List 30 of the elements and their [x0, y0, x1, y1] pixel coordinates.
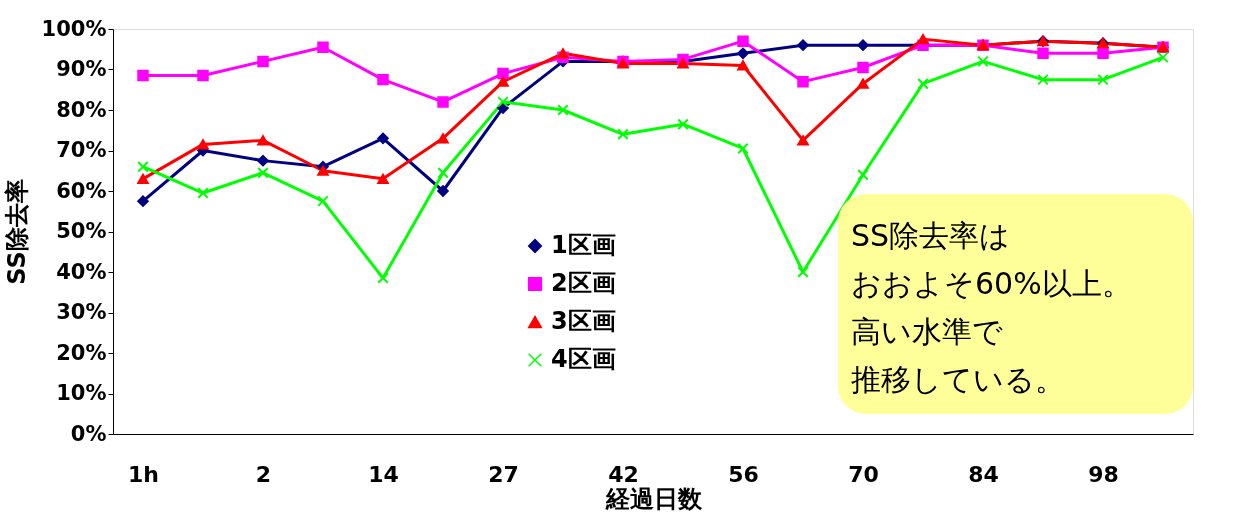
x-tick-label: 27 [488, 461, 519, 487]
legend-label: 4区画 [551, 345, 616, 373]
annotation: おおよそ60%以上。 [851, 266, 1132, 301]
x-tick-label: 1h [128, 461, 159, 487]
y-tick-label: 30% [56, 300, 107, 324]
y-tick-label: 0% [70, 421, 107, 446]
y-tick-label: 80% [56, 97, 107, 122]
y-tick-label: 10% [56, 381, 107, 405]
y-tick-label: 20% [56, 340, 107, 365]
legend-label: 3区画 [551, 307, 616, 335]
y-tick-label: 70% [56, 138, 107, 162]
x-tick-label: 98 [1088, 461, 1119, 487]
y-axis-title: SS除去率 [2, 179, 31, 285]
legend-label: 2区画 [551, 269, 616, 297]
annotation: SS除去率は [851, 218, 1011, 253]
x-tick-label: 42 [608, 461, 639, 487]
y-tick-label: 60% [56, 178, 107, 203]
x-axis-title: 経過日数 [604, 484, 703, 513]
x-tick-label: 56 [728, 461, 759, 487]
x-tick-label: 2 [255, 461, 272, 487]
x-tick-label: 14 [368, 461, 399, 487]
y-tick-label: 40% [56, 259, 107, 284]
legend-label: 1区画 [551, 231, 616, 259]
annotation: 高い水準で [851, 314, 1003, 349]
x-tick-label: 70 [848, 461, 879, 487]
x-tick-label: 84 [968, 461, 999, 487]
y-tick-label: 100% [41, 16, 107, 41]
annotation: 推移している。 [851, 362, 1065, 397]
y-tick-label: 90% [56, 57, 107, 81]
y-tick-label: 50% [56, 219, 107, 243]
